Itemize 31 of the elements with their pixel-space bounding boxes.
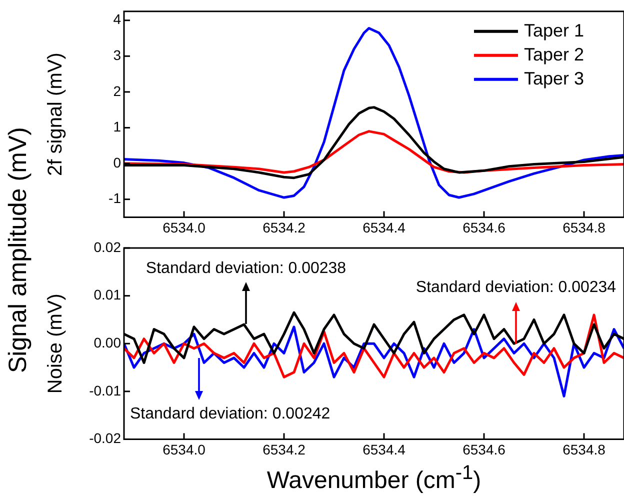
x-tick-label: 6534.6	[462, 219, 506, 236]
legend-label: Taper 3	[524, 68, 584, 88]
legend-label: Taper 2	[524, 44, 584, 64]
y-tick-label: 0.00	[94, 334, 122, 350]
annotation: Standard deviation: 0.00242	[130, 405, 330, 422]
annotation: Standard deviation: 0.00234	[416, 279, 616, 296]
x-tick-label: 6534.2	[262, 219, 306, 236]
y-tick-label: 0.01	[94, 286, 122, 303]
y-tick-label: 0	[113, 154, 122, 170]
y-tick-label: -0.02	[89, 430, 122, 446]
y-tick-label: 0.02	[94, 238, 122, 255]
y-tick-label: 4	[113, 11, 122, 28]
x-tick-label: 6534.6	[462, 441, 506, 458]
x-tick-label: 6534.0	[162, 219, 206, 236]
legend-label: Taper 1	[524, 20, 584, 40]
x-axis-title: Wavenumber (cm$^{-1}$)	[266, 462, 482, 495]
x-tick-label: 6534.2	[262, 441, 306, 458]
text: Signal amplitude (mV)	[4, 126, 33, 375]
x-tick-label: 6534.4	[362, 441, 406, 458]
y-tick-label: -0.01	[89, 382, 122, 398]
x-tick-label: 6534.8	[562, 219, 606, 236]
x-tick-label: 6534.4	[362, 219, 406, 236]
y-tick-label: 3	[113, 47, 122, 63]
x-tick-label: 6534.8	[562, 441, 606, 458]
y-tick-label: -1	[108, 190, 122, 206]
annotation: Standard deviation: 0.00238	[146, 260, 346, 277]
y-axis-title: Noise (mV)	[44, 294, 67, 394]
x-tick-label: 6534.0	[162, 441, 206, 458]
y-tick-label: 2	[113, 82, 122, 99]
y-axis-title: 2f signal (mV)	[44, 52, 67, 176]
y-tick-label: 1	[113, 118, 122, 135]
